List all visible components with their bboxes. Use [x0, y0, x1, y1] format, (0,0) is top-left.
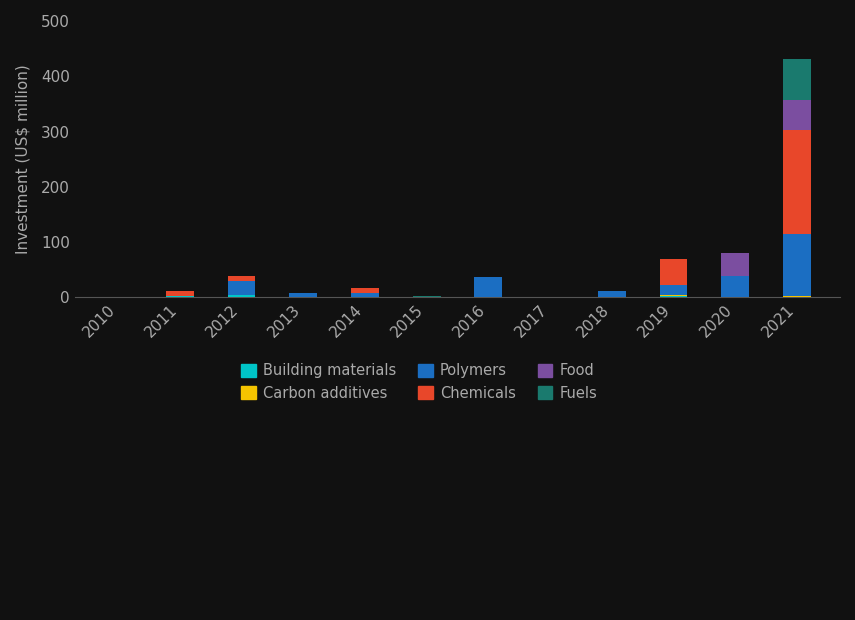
- Bar: [289, 293, 317, 298]
- Bar: [351, 293, 379, 298]
- Bar: [351, 288, 379, 293]
- Bar: [783, 234, 811, 296]
- Y-axis label: Investment (US$ million): Investment (US$ million): [15, 64, 30, 254]
- Bar: [722, 252, 749, 276]
- Bar: [598, 291, 626, 298]
- Bar: [166, 291, 194, 296]
- Bar: [722, 276, 749, 297]
- Bar: [227, 277, 256, 281]
- Bar: [413, 296, 440, 298]
- Bar: [783, 58, 811, 100]
- Bar: [659, 296, 687, 298]
- Bar: [783, 130, 811, 234]
- Bar: [659, 295, 687, 296]
- Bar: [783, 100, 811, 130]
- Bar: [166, 296, 194, 298]
- Bar: [227, 281, 256, 294]
- Bar: [659, 259, 687, 285]
- Legend: Building materials, Carbon additives, Polymers, Chemicals, Food, Fuels: Building materials, Carbon additives, Po…: [241, 363, 598, 401]
- Bar: [227, 294, 256, 298]
- Bar: [659, 285, 687, 295]
- Bar: [475, 277, 502, 298]
- Bar: [783, 296, 811, 298]
